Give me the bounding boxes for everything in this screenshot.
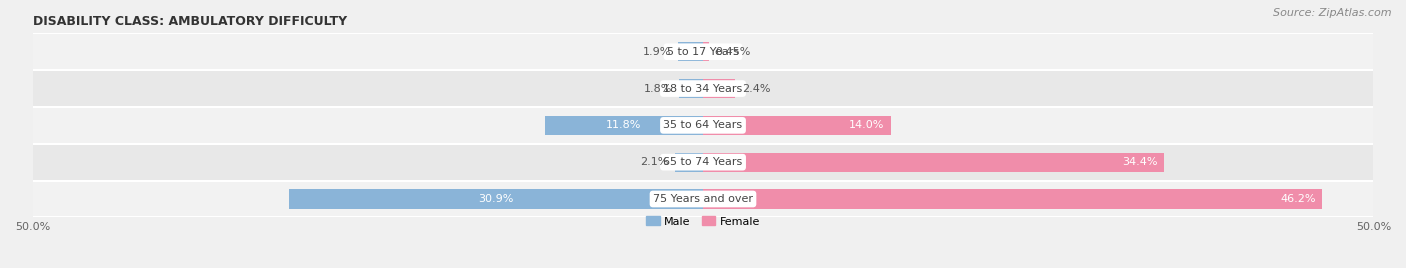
- Text: 2.4%: 2.4%: [742, 84, 770, 94]
- Text: 34.4%: 34.4%: [1122, 157, 1157, 167]
- Text: 11.8%: 11.8%: [606, 120, 641, 130]
- Bar: [679, 79, 703, 98]
- Bar: [703, 42, 709, 61]
- Text: 18 to 34 Years: 18 to 34 Years: [664, 84, 742, 94]
- Legend: Male, Female: Male, Female: [647, 216, 759, 226]
- Text: 46.2%: 46.2%: [1281, 194, 1316, 204]
- Text: 14.0%: 14.0%: [849, 120, 884, 130]
- Text: 35 to 64 Years: 35 to 64 Years: [664, 120, 742, 130]
- Bar: [703, 189, 1323, 209]
- Text: 5 to 17 Years: 5 to 17 Years: [666, 47, 740, 57]
- Bar: [32, 70, 1374, 107]
- Text: 0.45%: 0.45%: [716, 47, 751, 57]
- Bar: [703, 79, 735, 98]
- Text: 30.9%: 30.9%: [478, 194, 513, 204]
- Text: 65 to 74 Years: 65 to 74 Years: [664, 157, 742, 167]
- Text: DISABILITY CLASS: AMBULATORY DIFFICULTY: DISABILITY CLASS: AMBULATORY DIFFICULTY: [32, 15, 347, 28]
- Bar: [703, 116, 891, 135]
- Text: 2.1%: 2.1%: [640, 157, 668, 167]
- Text: Source: ZipAtlas.com: Source: ZipAtlas.com: [1274, 8, 1392, 18]
- Bar: [678, 42, 703, 61]
- Bar: [675, 152, 703, 172]
- Bar: [32, 33, 1374, 70]
- Bar: [288, 189, 703, 209]
- Text: 1.9%: 1.9%: [643, 47, 671, 57]
- Bar: [32, 181, 1374, 217]
- Bar: [703, 152, 1164, 172]
- Bar: [32, 107, 1374, 144]
- Bar: [32, 144, 1374, 181]
- Text: 75 Years and over: 75 Years and over: [652, 194, 754, 204]
- Bar: [544, 116, 703, 135]
- Text: 1.8%: 1.8%: [644, 84, 672, 94]
